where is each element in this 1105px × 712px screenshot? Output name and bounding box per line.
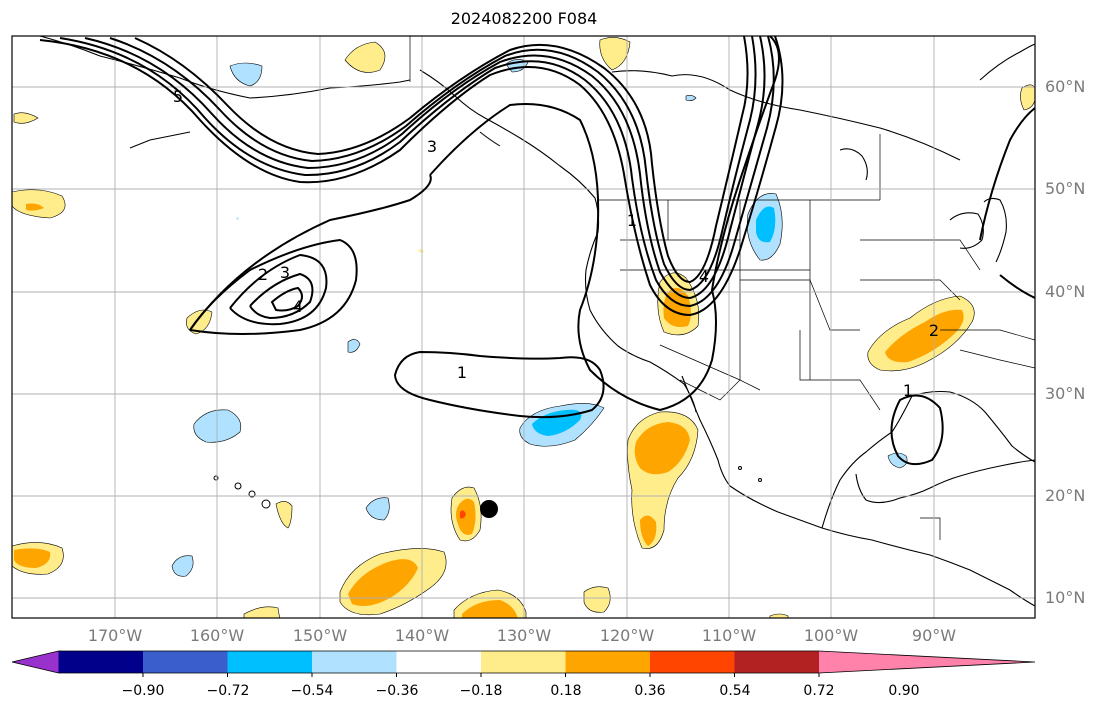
lat-label: 40°N [1045,282,1086,301]
lat-label: 50°N [1045,179,1086,198]
political-borders [409,36,1035,540]
anomaly-patch [186,309,213,335]
colorbar-tick-label: −0.90 [121,683,165,699]
colorbar-extend-right [819,651,1035,673]
anomaly-patch [347,339,361,353]
lon-label: 150°W [292,626,348,645]
colorbar-segment [58,651,144,673]
colorbar-tick-label: 0.90 [888,683,920,699]
colorbar-tick-label: 0.36 [634,683,666,699]
anomaly-patch [12,189,66,219]
anomaly-patch [460,510,466,519]
colorbar-tick-label: 0.72 [803,683,835,699]
colorbar-tick-label: −0.54 [290,683,334,699]
colorbar-tick-label: −0.72 [206,683,250,699]
colorbar-extend-left [12,651,59,673]
lon-label: 110°W [701,626,757,645]
colorbar [11,650,1036,677]
contour-label: 3 [280,263,290,282]
contour-label: 2 [258,265,268,284]
anomaly-patch [769,613,789,618]
colorbar-tick-label: −0.18 [459,683,503,699]
colorbar-segment [565,651,651,673]
colorbar-tick-label: 0.54 [719,683,751,699]
anomaly-patch [583,586,611,613]
anomaly-patch [756,206,776,243]
anomaly-patch [344,41,386,73]
contour-label: 1 [457,363,467,382]
storm-center-marker [480,500,498,518]
lon-label: 140°W [394,626,450,645]
anomaly-patch [243,606,280,618]
colorbar-tick-label: −0.36 [375,683,419,699]
colorbar-segment [312,651,397,673]
lat-label: 30°N [1045,384,1086,403]
lon-label: 130°W [496,626,552,645]
anomaly-patch [599,37,631,71]
contour-label: 3 [427,137,437,156]
lon-label: 90°W [911,626,957,645]
anomaly-patch [171,555,194,577]
contour-label: 5 [173,87,183,106]
colorbar-segment [650,651,735,673]
colorbar-segment [481,651,566,673]
lat-label: 60°N [1045,77,1086,96]
colorbar-outline [11,650,1036,674]
anomaly-patch [462,600,518,618]
anomaly-patch [26,203,44,211]
anomaly-patch [640,515,657,546]
anomaly-patch [1020,84,1035,111]
contour-label: 1 [627,211,637,230]
lon-label: 170°W [87,626,143,645]
lon-label: 100°W [803,626,859,645]
anomaly-patch [236,217,239,220]
lon-label: 120°W [599,626,655,645]
anomaly-patch [348,559,418,606]
anomaly-patch [456,498,476,535]
contour-lines [39,36,1035,466]
anomaly-patch [885,309,964,363]
contour-label: 2 [929,321,939,340]
anomaly-patch [685,95,697,101]
lat-label: 20°N [1045,486,1086,505]
anomaly-patch [229,62,263,87]
colorbar-tick-label: 0.18 [550,683,582,699]
map-frame [11,35,1036,619]
map-title: 2024082200 F084 [450,9,598,28]
contour-labels: 5 3 2 3 4 1 1 4 2 1 [173,87,939,400]
lat-label: 10°N [1045,588,1086,607]
anomaly-patch [365,497,390,521]
colorbar-segment [396,651,482,673]
colorbar-segment [227,651,313,673]
contour-label: 4 [293,297,303,316]
anomaly-patch [418,249,424,253]
lon-label: 160°W [189,626,245,645]
gridlines [12,36,1035,618]
anomaly-patch [13,112,39,124]
colorbar-segment [734,651,820,673]
contour-label: 1 [903,381,913,400]
anomaly-patch [14,548,51,568]
colorbar-segment [143,651,228,673]
contour-label: 4 [699,267,709,286]
anomaly-patch [275,501,293,529]
anomaly-patch [634,422,690,475]
islands [129,131,762,509]
